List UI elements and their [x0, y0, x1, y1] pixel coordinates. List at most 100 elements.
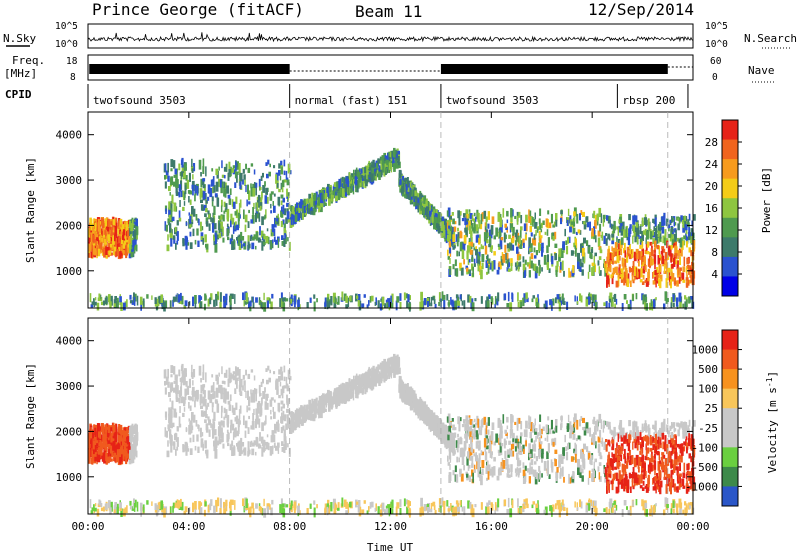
velocity-cell: [232, 424, 235, 431]
power-cell: [297, 215, 299, 221]
velocity-cell: [236, 431, 239, 437]
power-cell: [443, 295, 446, 300]
velocity-cell: [245, 421, 248, 429]
power-cell: [624, 259, 626, 268]
power-cell: [371, 167, 374, 174]
power-cell: [377, 158, 379, 164]
power-cell: [516, 267, 518, 271]
velocity-cell: [167, 382, 170, 388]
power-cell: [549, 299, 552, 305]
power-cell: [591, 249, 593, 253]
power-cell: [218, 167, 220, 171]
velocity-cell: [165, 369, 167, 377]
power-cell: [514, 216, 516, 219]
power-cell: [200, 188, 203, 197]
power-cell: [197, 186, 199, 196]
power-cell: [462, 250, 465, 260]
power-cell: [283, 302, 286, 311]
power-cell: [457, 237, 459, 242]
power-cell: [206, 244, 209, 249]
power-cell: [651, 248, 653, 256]
velocity-cell: [239, 387, 241, 395]
power-cell: [674, 277, 676, 285]
power-cell: [167, 234, 169, 240]
power-cell: [536, 302, 539, 308]
power-cell: [136, 245, 138, 252]
power-cell: [333, 191, 336, 196]
power-cell: [470, 250, 473, 255]
power-cell: [342, 188, 345, 197]
power-cell: [168, 201, 170, 209]
power-cell: [629, 254, 632, 259]
velocity-cell: [260, 393, 262, 396]
power-cell: [248, 210, 250, 213]
power-cell: [658, 231, 660, 237]
velocity-cell: [238, 419, 240, 423]
velocity-cell: [192, 374, 194, 379]
power-cell: [284, 160, 286, 167]
power-cell: [525, 292, 528, 299]
power-cell: [646, 303, 649, 311]
power-cell: [170, 159, 173, 167]
power-cell: [200, 302, 202, 307]
power-cell: [98, 249, 101, 257]
power-cell: [193, 229, 195, 236]
power-cell: [101, 218, 103, 226]
power-cell: [261, 176, 263, 181]
power-cell: [419, 193, 422, 198]
velocity-cell: [284, 366, 286, 373]
velocity-cell: [125, 456, 127, 464]
power-cell: [205, 166, 207, 176]
power-cell: [519, 256, 521, 261]
power-cell: [601, 213, 602, 223]
power-cell: [110, 227, 112, 237]
power-cell: [265, 162, 267, 166]
velocity-cell: [186, 428, 188, 431]
velocity-cell: [248, 374, 251, 379]
power-cell: [189, 224, 191, 227]
power-cell: [666, 298, 669, 302]
velocity-cell: [228, 379, 230, 387]
power-cell: [179, 218, 181, 222]
power-cell: [408, 303, 411, 309]
power-cell: [117, 298, 119, 305]
power-cell: [401, 188, 404, 194]
power-cell: [487, 224, 489, 229]
colorbar-swatch: [722, 257, 738, 277]
velocity-cell: [255, 419, 257, 428]
power-cell: [690, 250, 692, 256]
power-cell: [356, 296, 358, 299]
power-cell: [131, 252, 134, 257]
power-cell: [622, 226, 624, 231]
power-cell: [251, 243, 254, 250]
power-cell: [606, 301, 608, 308]
power-cell: [470, 231, 472, 238]
power-cell: [431, 297, 432, 303]
power-cell: [282, 180, 285, 187]
power-cell: [508, 269, 511, 272]
power-cell: [245, 185, 246, 192]
power-cell: [488, 244, 491, 247]
power-cell: [459, 263, 462, 268]
power-cell: [472, 215, 474, 221]
power-cell: [580, 243, 582, 252]
power-cell: [108, 238, 111, 241]
power-cell: [329, 187, 332, 193]
velocity-cell: [187, 386, 189, 395]
power-cell: [337, 302, 340, 305]
power-cell: [281, 195, 284, 199]
velocity-cell: [251, 449, 254, 456]
power-cell: [313, 294, 315, 298]
power-cell: [380, 303, 382, 310]
power-cell: [177, 294, 180, 302]
power-cell: [566, 302, 568, 310]
velocity-cell: [198, 425, 200, 432]
power-cell: [603, 236, 605, 244]
power-cell: [101, 242, 103, 250]
velocity-cell: [287, 443, 289, 447]
velocity-cell: [206, 427, 209, 433]
power-cell: [636, 230, 639, 235]
power-cell: [264, 215, 266, 219]
power-cell: [610, 274, 612, 278]
power-cell: [644, 217, 647, 225]
